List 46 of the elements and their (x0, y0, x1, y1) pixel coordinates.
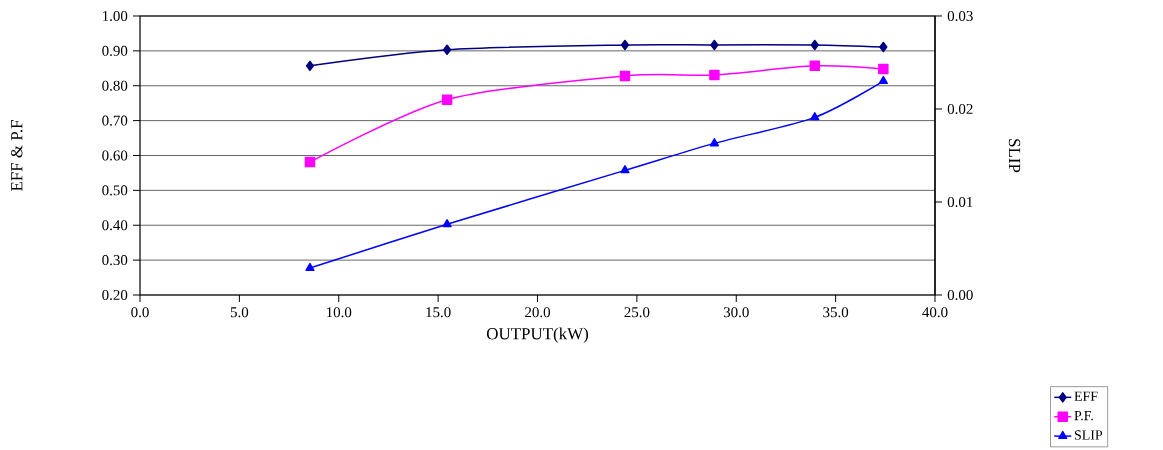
legend-label: SLIP (1074, 430, 1103, 440)
x-tick-label: 20.0 (525, 307, 551, 318)
x-tick-label: 0.0 (131, 307, 149, 318)
y-tick-label: 1.00 (102, 10, 128, 22)
x-tick-label: 25.0 (624, 307, 650, 318)
y2-tick-label: 0.01 (947, 196, 973, 208)
y2-tick-label: 0.03 (947, 10, 973, 22)
y2-axis-title: SLIP (1008, 139, 1021, 173)
y-tick-label: 0.40 (102, 220, 128, 231)
point (304, 156, 316, 168)
point (305, 262, 315, 272)
point (305, 60, 315, 72)
point (441, 94, 453, 105)
point (620, 165, 630, 174)
x-tick-label: 10.0 (327, 307, 352, 318)
y-tick-label: 0.70 (102, 115, 128, 126)
legend-label: EFF (1074, 391, 1098, 401)
x-tick-label: 40.0 (922, 307, 948, 318)
point (710, 39, 719, 51)
x-tick-label: 35.0 (823, 307, 849, 318)
x-tick-label: 5.0 (230, 307, 249, 318)
point (810, 112, 820, 121)
point (810, 39, 819, 51)
y2-tick-label: 0.02 (947, 103, 973, 115)
y-tick-label: 0.50 (102, 185, 128, 196)
point (619, 70, 631, 82)
y-axis-title: EFF & P.F (11, 120, 23, 192)
point (709, 69, 720, 81)
y-tick-label: 0.30 (102, 255, 128, 266)
legend-label: P.F. (1074, 411, 1093, 421)
x-tick-label: 30.0 (723, 307, 749, 318)
x-axis-title: OUTPUT(kW) (486, 327, 589, 343)
y2-tick-label: 0.00 (947, 289, 973, 301)
point (878, 63, 889, 75)
point (809, 60, 821, 72)
y-tick-label: 0.20 (102, 289, 128, 301)
point (442, 219, 452, 228)
point (878, 75, 888, 85)
point (709, 138, 720, 147)
point (442, 44, 452, 56)
y-tick-label: 0.80 (102, 80, 128, 91)
point (620, 39, 630, 51)
y-tick-label: 0.90 (102, 45, 128, 56)
x-tick-label: 15.0 (426, 307, 451, 318)
point (879, 41, 888, 53)
y-tick-label: 0.60 (102, 150, 128, 161)
